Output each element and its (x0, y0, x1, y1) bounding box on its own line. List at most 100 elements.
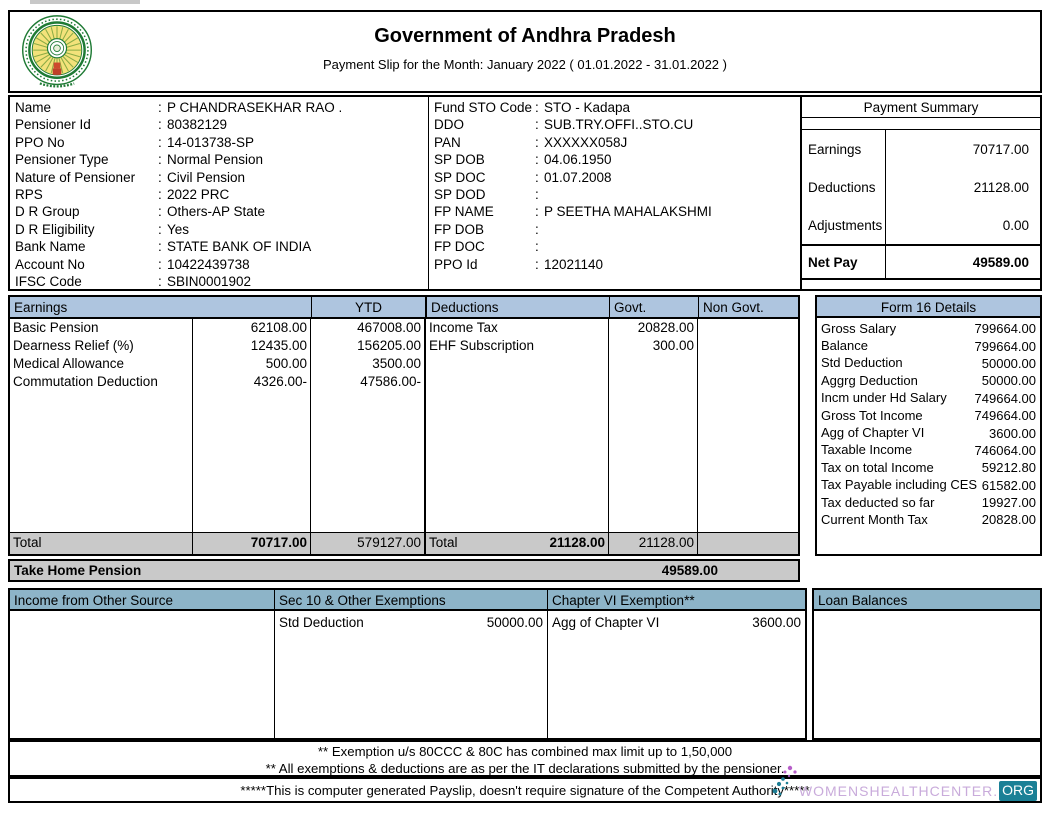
footnote-line1: ** Exemption u/s 80CCC & 80C has combine… (317, 744, 733, 759)
colon: : (535, 117, 539, 133)
info-row: FP DOB: (434, 222, 800, 239)
colon: : (158, 152, 162, 168)
deduction-name: Income Tax (429, 320, 498, 335)
form16-value: 749664.00 (974, 390, 1036, 406)
info-label: Fund STO Code (434, 100, 533, 115)
header-section: Government of Andhra Pradesh Payment Sli… (8, 10, 1042, 93)
info-row: IFSC Code: SBIN0001902 (15, 274, 428, 291)
earning-name: Basic Pension (13, 320, 99, 335)
info-value: SUB.TRY.OFFI..STO.CU (544, 117, 694, 133)
colon: : (158, 239, 162, 255)
form16-value: 3600.00 (989, 425, 1036, 441)
summary-value: 21128.00 (973, 179, 1029, 195)
form16-row: Tax Payable including CES 61582.00 (821, 477, 1036, 494)
info-row: D R Eligibility: Yes (15, 222, 428, 239)
form16-label: Tax on total Income (821, 459, 934, 475)
deduction-govt-amount: 300.00 (652, 338, 694, 353)
deductions-non-govt-column (697, 319, 798, 532)
form16-value: 799664.00 (974, 321, 1036, 337)
page-title: Government of Andhra Pradesh (374, 25, 676, 47)
non-govt-column-header: Non Govt. (698, 297, 798, 317)
info-label: FP DOB (434, 221, 485, 237)
watermark-org-badge: ORG (999, 781, 1037, 801)
payment-summary-panel: Payment Summary Earnings 70717.00 Deduct… (800, 97, 1040, 289)
info-row: Pensioner Id:80382129 (15, 117, 428, 134)
summary-row: Earnings 70717.00 (802, 130, 1040, 168)
exemptions-section: Income from Other Source Sec 10 & Other … (8, 588, 807, 740)
colon: : (158, 256, 162, 272)
earnings-total-label: Total (13, 535, 42, 550)
earnings-total-amount: 70717.00 (192, 533, 310, 554)
pensioner-info-section: Name: P CHANDRASEKHAR RAO . Pensioner Id:… (8, 95, 1042, 291)
info-value: SBIN0001902 (167, 273, 252, 289)
form16-row: Balance 799664.00 (821, 337, 1036, 354)
info-value: STO - Kadapa (544, 100, 631, 115)
earning-name: Medical Allowance (13, 356, 125, 371)
deduction-non-govt-amount (698, 337, 798, 355)
form16-value: 746064.00 (974, 442, 1036, 458)
form16-value: 799664.00 (974, 338, 1036, 354)
deductions-column-header: Deductions (425, 297, 609, 317)
watermark-dots-icon (771, 765, 799, 802)
table-body: Basic Pension Dearness Relief (%) Medica… (10, 319, 798, 532)
earning-name: Dearness Relief (%) (13, 338, 134, 353)
info-label: SP DOB (434, 152, 485, 168)
form16-value: 61582.00 (981, 477, 1036, 493)
deductions-govt-column: 20828.00 300.00 (608, 319, 697, 532)
form16-label: Taxable Income (821, 442, 913, 458)
info-value: Civil Pension (167, 169, 246, 185)
form16-rows: Gross Salary 799664.00 Balance 799664.00 S… (817, 318, 1040, 529)
colon: : (535, 221, 539, 237)
computer-generated-note: *****This is computer generated Payslip,… (240, 783, 810, 798)
chapter6-label: Agg of Chapter VI (552, 615, 660, 630)
info-row: Name: P CHANDRASEKHAR RAO . (15, 100, 428, 117)
colon: : (535, 100, 539, 115)
earning-ytd: 467008.00 (357, 320, 421, 335)
summary-label: Adjustments (802, 206, 886, 244)
info-row: RPS:2022 PRC (15, 187, 428, 204)
colon: : (158, 117, 162, 133)
earnings-name-column: Basic Pension Dearness Relief (%) Medica… (10, 319, 192, 532)
earnings-total-ytd: 579127.00 (310, 533, 424, 554)
form16-label: Tax deducted so far (821, 494, 935, 510)
form16-value: 50000.00 (981, 355, 1036, 371)
info-value: STATE BANK OF INDIA (167, 239, 312, 255)
payment-summary-title: Payment Summary (802, 97, 1040, 118)
deductions-total-label: Total (429, 535, 458, 550)
deduction-name: EHF Subscription (429, 338, 535, 353)
deduction-govt-amount: 20828.00 (637, 320, 694, 335)
form16-title: Form 16 Details (817, 297, 1040, 318)
earning-name: Commutation Deduction (13, 374, 158, 389)
info-row: FP NAME: P SEETHA MAHALAKSHMI (434, 204, 800, 221)
info-label: PPO No (15, 134, 65, 150)
info-label: D R Group (15, 204, 80, 220)
signature-note-box: *****This is computer generated Payslip,… (8, 765, 1042, 803)
colon: : (158, 204, 162, 220)
watermark-text: WOMENSHEALTHCENTER. (798, 783, 999, 799)
earning-ytd: 156205.00 (357, 338, 421, 353)
info-value: Others-AP State (167, 204, 266, 220)
header-titles: Government of Andhra Pradesh Payment Sli… (10, 12, 1040, 72)
fund-details-column: Fund STO Code: STO - Kadapa DDO: SUB.TRY.O… (428, 97, 800, 289)
pensioner-details-column: Name: P CHANDRASEKHAR RAO . Pensioner Id:… (10, 97, 428, 289)
form16-row: Tax on total Income 59212.80 (821, 459, 1036, 476)
earning-amount: 62108.00 (250, 320, 307, 335)
deductions-total-govt: 21128.00 (608, 533, 697, 554)
info-label: PPO Id (434, 256, 478, 272)
sec10-header: Sec 10 & Other Exemptions (275, 590, 547, 611)
earnings-deductions-table: Earnings YTD Deductions Govt. Non Govt. … (8, 295, 800, 556)
form16-label: Std Deduction (821, 355, 903, 371)
chapter6-header: Chapter VI Exemption** (548, 590, 805, 611)
colon: : (158, 134, 162, 150)
info-row: PPO Id:12021140 (434, 257, 800, 274)
info-value: 10422439738 (167, 256, 250, 272)
summary-value: 0.00 (1002, 217, 1029, 233)
info-label: RPS (15, 186, 43, 202)
info-label: Account No (15, 256, 85, 272)
income-other-source-header: Income from Other Source (10, 590, 274, 611)
form16-label: Agg of Chapter VI (821, 425, 925, 441)
earning-ytd: 47586.00- (360, 374, 421, 389)
colon: : (158, 221, 162, 237)
take-home-pension-bar: Take Home Pension 49589.00 (8, 559, 800, 582)
